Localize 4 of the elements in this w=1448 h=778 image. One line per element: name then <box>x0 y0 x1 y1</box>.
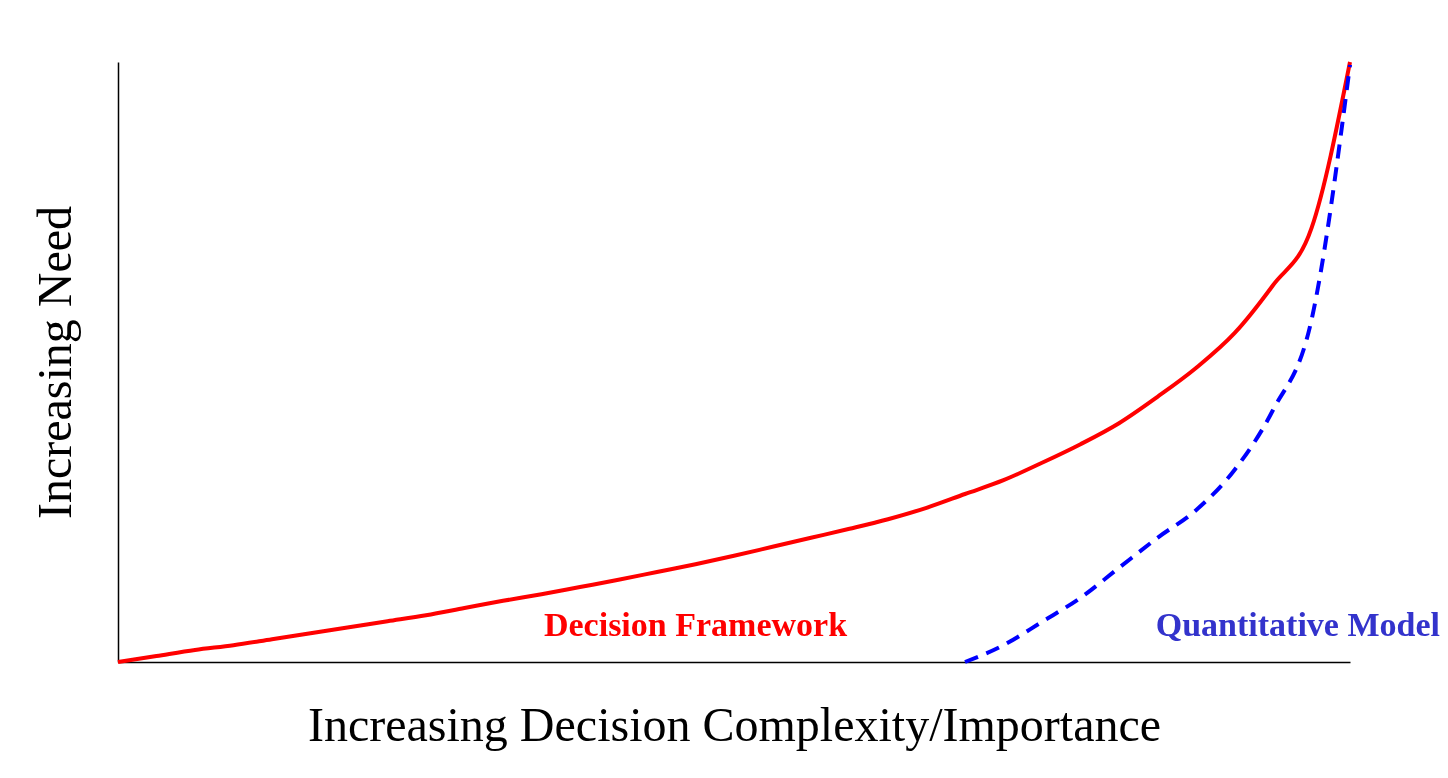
y-axis-title: Increasing Need <box>27 205 81 520</box>
series-label: Decision Framework <box>543 606 848 643</box>
x-axis-title: Increasing Decision Complexity/Importance <box>307 697 1162 751</box>
series-label: Quantitative Model <box>1155 606 1440 643</box>
